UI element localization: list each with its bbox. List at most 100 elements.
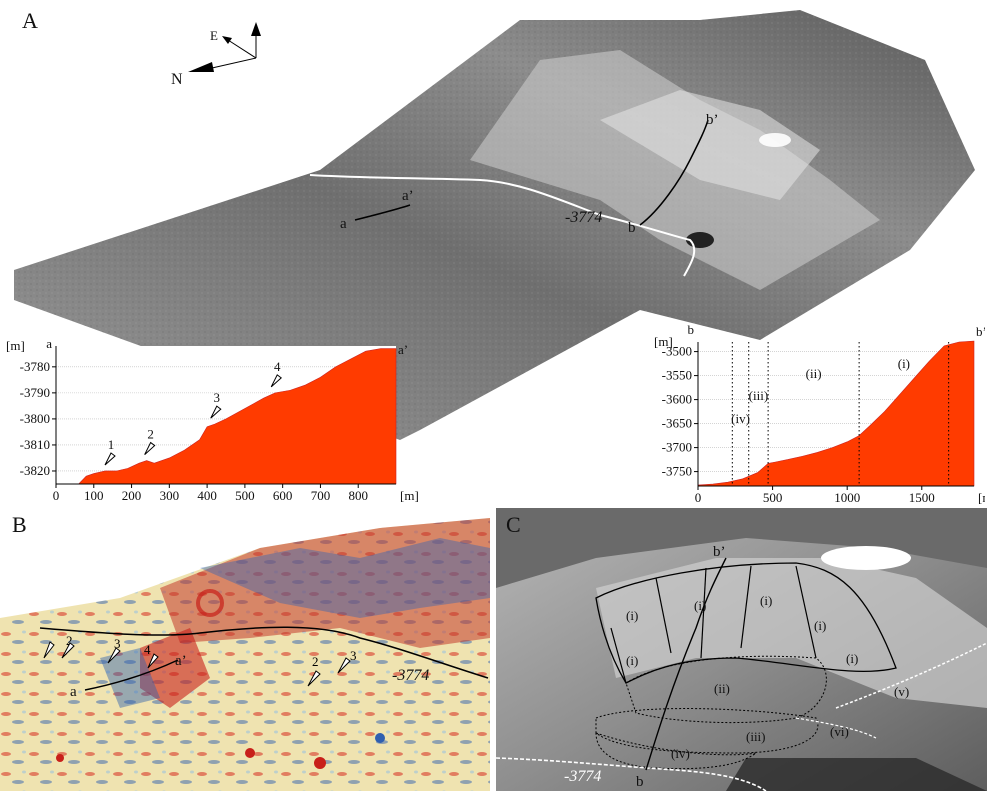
zone-label-iii: (iii) — [746, 729, 766, 744]
label-a-end-b: a’ — [175, 653, 187, 669]
x-tick-label-0: 0 — [53, 488, 60, 503]
label-b-start-c: b — [636, 774, 644, 790]
x-tick-label-8: 800 — [348, 488, 368, 503]
zone-label-i-2: (i) — [694, 598, 706, 613]
marker-b-5: 3 — [350, 648, 357, 663]
north-arrow-icon — [188, 62, 214, 72]
zone-label-ii: (ii) — [714, 681, 730, 696]
profile-start-label: a — [46, 336, 52, 351]
east-arrow-icon — [222, 36, 232, 44]
compass: E N — [171, 22, 261, 88]
panel-c: b’ b -3774 (i) (i) (i) (i) (i) (i) (ii) … — [495, 508, 987, 792]
profile-marker-2 — [144, 441, 156, 455]
y-tick-label-3: -3650 — [662, 416, 692, 431]
zone-label-i-6: (i) — [846, 651, 858, 666]
marker-b-3: 4 — [144, 642, 151, 657]
marker-group-b: 2 3 4 2 3 — [43, 633, 357, 687]
x-tick-label-1: 500 — [763, 490, 783, 505]
profile-start-label: b — [688, 322, 695, 337]
up-arrow-icon — [251, 22, 261, 36]
panel-a-terrain: a a’ b b’ -3774 E N — [14, 10, 975, 440]
profile-line-b — [639, 119, 709, 226]
label-b-start: b — [628, 220, 636, 236]
y-tick-label-1: -3790 — [20, 385, 50, 400]
panel-label-b: B — [12, 512, 27, 537]
y-tick-label-1: -3550 — [662, 368, 692, 383]
label-b-end-c: b’ — [713, 544, 726, 560]
panel-c-hillshade: b’ b -3774 (i) (i) (i) (i) (i) (i) (ii) … — [495, 508, 987, 792]
y-tick-label-2: -3800 — [20, 411, 50, 426]
x-unit-label: [m] — [978, 490, 985, 505]
profile-line-c — [645, 557, 727, 771]
x-tick-label-3: 300 — [160, 488, 180, 503]
x-tick-label-2: 200 — [122, 488, 142, 503]
y-unit-label: [m] — [6, 338, 25, 353]
zone-label-iv: (iv) — [671, 746, 690, 761]
marker-b-4: 2 — [312, 654, 319, 669]
profile-end-label: a’ — [398, 342, 408, 357]
x-tick-label-3: 1500 — [909, 490, 935, 505]
label-a-start: a — [340, 216, 347, 232]
contour-label-c: -3774 — [564, 768, 601, 785]
y-tick-label-4: -3820 — [20, 463, 50, 478]
y-tick-label-2: -3600 — [662, 392, 692, 407]
profile-line-b-panel — [84, 659, 179, 691]
profile-marker-label-3: 3 — [214, 390, 221, 405]
y-tick-label-5: -3750 — [662, 464, 692, 479]
x-tick-label-5: 500 — [235, 488, 255, 503]
zone-label-v: (v) — [894, 684, 909, 699]
panel-label-a: A — [22, 8, 38, 33]
profile-area — [697, 340, 975, 487]
zone-label-vi: (vi) — [830, 724, 849, 739]
profile-marker-3 — [210, 405, 222, 419]
zone-label-i-1: (i) — [626, 608, 638, 623]
x-tick-label-4: 400 — [197, 488, 217, 503]
y-tick-label-0: -3500 — [662, 344, 692, 359]
zone-label-i-3: (i) — [760, 593, 772, 608]
contour-line-b — [39, 626, 489, 679]
zone-v-outline — [835, 642, 987, 709]
profile-line-a — [354, 204, 411, 221]
zone-label-1: (iii) — [749, 388, 769, 403]
marker-b-2: 3 — [114, 636, 121, 651]
zone-label-0: (iv) — [731, 411, 750, 426]
label-a-end: a’ — [402, 188, 414, 204]
x-tick-label-7: 700 — [311, 488, 331, 503]
zone-label-3: (i) — [898, 356, 910, 371]
profile-marker-4 — [270, 374, 283, 388]
panel-b-relief: a a’ -3774 2 3 4 2 3 — [0, 508, 490, 791]
compass-north-label: N — [171, 71, 183, 88]
zone-iv-outline — [595, 732, 757, 770]
profile-area — [56, 348, 397, 485]
y-tick-label-3: -3810 — [20, 437, 50, 452]
label-a-start-b: a — [70, 684, 77, 700]
profile-marker-label-4: 4 — [274, 359, 281, 374]
marker-b-1: 2 — [66, 633, 73, 648]
y-tick-label-4: -3700 — [662, 440, 692, 455]
zone-iii-outline — [595, 708, 819, 754]
contour-line-a — [309, 174, 696, 277]
x-tick-label-6: 600 — [273, 488, 293, 503]
profile-marker-1 — [104, 452, 116, 466]
y-tick-label-0: -3780 — [20, 359, 50, 374]
compass-east-label: E — [210, 28, 218, 43]
panel-label-c: C — [506, 512, 521, 537]
zone-ii-outline — [625, 655, 827, 724]
panel-b: a a’ -3774 2 3 4 2 3 — [0, 508, 490, 791]
profile-end-label: b’ — [976, 324, 985, 339]
profile-marker-label-1: 1 — [108, 437, 115, 452]
panel-a: a a’ b b’ -3774 E N -3780 -3790 -3800 -3810… — [6, 10, 985, 505]
zone-label-i-5: (i) — [626, 653, 638, 668]
y-unit-label: [m] — [654, 334, 673, 349]
x-tick-label-1: 100 — [84, 488, 104, 503]
zone-label-i-4: (i) — [814, 618, 826, 633]
contour-label-a: -3774 — [565, 209, 602, 226]
label-b-end: b’ — [706, 112, 719, 128]
x-unit-label: [m] — [400, 488, 419, 503]
x-tick-label-2: 1000 — [834, 490, 860, 505]
profile-marker-label-2: 2 — [147, 427, 154, 442]
zone-label-2: (ii) — [806, 366, 822, 381]
x-tick-label-0: 0 — [695, 490, 702, 505]
